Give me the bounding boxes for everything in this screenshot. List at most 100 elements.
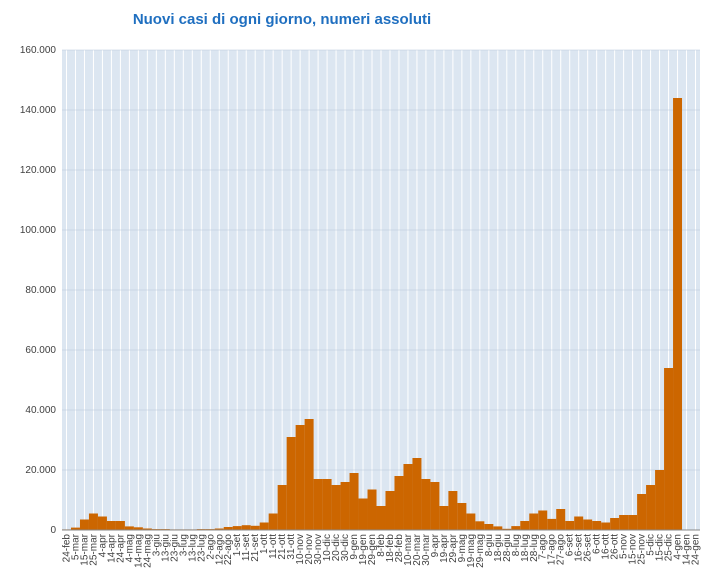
bar xyxy=(268,513,278,530)
y-tick-label: 40.000 xyxy=(25,405,56,416)
bar xyxy=(232,526,242,530)
bar xyxy=(367,489,377,530)
bar xyxy=(457,503,467,530)
bar xyxy=(601,522,611,530)
x-tick-label: 14-gen xyxy=(682,534,693,565)
bar xyxy=(106,521,116,530)
x-tick-label: 13-giu xyxy=(160,534,171,562)
bar xyxy=(331,485,341,530)
bar xyxy=(304,419,314,530)
x-tick-label: 29-apr xyxy=(448,533,459,563)
bar xyxy=(538,510,548,530)
x-tick-label: 18-feb xyxy=(385,534,396,563)
x-tick-label: 20-nov xyxy=(304,534,315,565)
x-tick-label: 22-ago xyxy=(223,534,234,566)
y-tick-label: 100.000 xyxy=(20,225,57,236)
bar xyxy=(259,522,269,530)
x-tick-label: 3-giu xyxy=(151,534,162,556)
x-tick-label: 14-apr xyxy=(106,533,117,563)
bar xyxy=(394,476,404,530)
x-tick-label: 6-ott xyxy=(592,534,603,554)
bar xyxy=(403,464,413,530)
x-tick-label: 17-ago xyxy=(547,534,558,566)
bar xyxy=(277,485,287,530)
bar xyxy=(223,527,233,530)
bar xyxy=(349,473,359,530)
x-tick-label: 18-giu xyxy=(493,534,504,562)
bar xyxy=(124,526,134,530)
x-tick-label: 30-dic xyxy=(340,534,351,561)
x-tick-label: 1-set xyxy=(232,534,243,556)
bar xyxy=(250,525,260,530)
bar xyxy=(511,526,521,530)
bar xyxy=(520,521,530,530)
bar xyxy=(421,479,431,530)
bar xyxy=(412,458,422,530)
bar xyxy=(214,528,224,530)
bar xyxy=(385,491,395,530)
y-tick-label: 60.000 xyxy=(25,345,56,356)
bar xyxy=(448,491,458,530)
x-tick-label: 10-mar xyxy=(403,533,414,565)
bar xyxy=(142,528,152,530)
x-tick-label: 28-feb xyxy=(394,534,405,563)
x-tick-label: 20-dic xyxy=(331,534,342,561)
x-tick-label: 15-dic xyxy=(655,534,666,561)
x-tick-label: 24-gen xyxy=(691,534,702,565)
x-tick-label: 26-set xyxy=(583,534,594,562)
bar xyxy=(637,494,647,530)
x-tick-label: 31-ott xyxy=(286,534,297,560)
bar xyxy=(475,521,485,530)
x-tick-label: 25-nov xyxy=(637,534,648,565)
x-tick-label: 26-ott xyxy=(610,534,621,560)
bar xyxy=(115,521,125,530)
x-tick-label: 8-giu xyxy=(484,534,495,556)
x-tick-label: 9-mag xyxy=(457,534,468,562)
bar xyxy=(340,482,350,530)
bar xyxy=(565,521,575,530)
bar xyxy=(592,521,602,530)
x-tick-label: 25-mar xyxy=(88,533,99,565)
x-tick-label: 16-set xyxy=(574,534,585,562)
chart-title: Nuovi casi di ogni giorno, numeri assolu… xyxy=(133,11,431,28)
x-tick-label: 15-nov xyxy=(628,534,639,565)
x-tick-label: 4-gen xyxy=(673,534,684,560)
x-tick-label: 24-mag xyxy=(142,534,153,568)
bar xyxy=(655,470,665,530)
x-tick-label: 5-dic xyxy=(646,534,657,556)
x-tick-label: 11-set xyxy=(241,534,252,561)
x-tick-label: 1-ott xyxy=(259,534,270,554)
x-tick-label: 24-apr xyxy=(115,533,126,563)
bar xyxy=(430,482,440,530)
y-tick-label: 160.000 xyxy=(20,45,57,56)
bar xyxy=(673,98,683,530)
x-tick-label: 18-lug xyxy=(520,534,531,562)
x-tick-label: 11-ott xyxy=(268,534,279,559)
bar xyxy=(376,506,386,530)
bar xyxy=(628,515,638,530)
x-tick-label: 16-ott xyxy=(601,534,612,560)
bar xyxy=(574,516,584,530)
bar xyxy=(556,509,566,530)
bar xyxy=(286,437,296,530)
x-tick-label: 13-lug xyxy=(187,534,198,562)
bar xyxy=(610,518,620,530)
x-tick-label: 9-gen xyxy=(349,534,360,560)
bar xyxy=(313,479,323,530)
bar xyxy=(619,515,629,530)
y-tick-label: 140.000 xyxy=(20,105,57,116)
bar xyxy=(79,519,89,530)
x-tick-label: 19-mag xyxy=(466,534,477,568)
x-tick-label: 29-gen xyxy=(367,534,378,565)
bar xyxy=(70,527,80,530)
x-tick-label: 23-giu xyxy=(169,534,180,562)
x-tick-label: 7-ago xyxy=(538,534,549,560)
x-tick-label: 15-mar xyxy=(79,533,90,565)
x-tick-label: 10-nov xyxy=(295,534,306,565)
bar xyxy=(502,528,512,530)
bar xyxy=(547,518,557,530)
bar xyxy=(241,525,251,530)
x-tick-label: 9-apr xyxy=(430,533,441,557)
x-tick-label: 4-apr xyxy=(97,533,108,557)
x-tick-label: 2-ago xyxy=(205,534,216,560)
